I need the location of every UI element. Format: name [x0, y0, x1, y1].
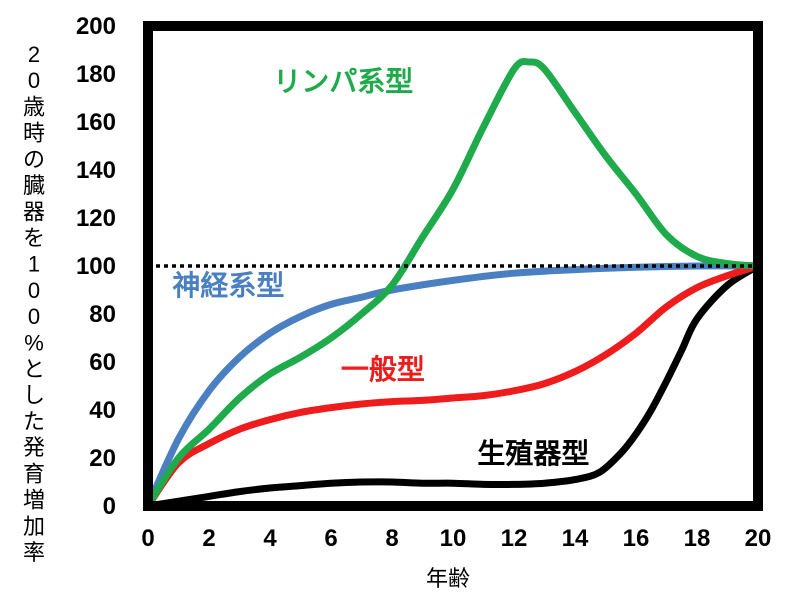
x-tick-label: 4 — [263, 525, 277, 552]
x-axis-title: 年齢 — [426, 566, 470, 591]
y-axis-title-char: 増 — [23, 488, 45, 513]
y-axis-title-char: 2 — [28, 42, 40, 67]
y-tick-label: 20 — [89, 445, 116, 472]
series-label-0: リンパ系型 — [273, 66, 413, 97]
x-tick-label: 0 — [141, 525, 154, 552]
x-tick-label: 2 — [202, 525, 215, 552]
y-tick-label: 140 — [76, 157, 116, 184]
series-line-0 — [144, 57, 762, 510]
y-tick-label: 120 — [76, 205, 116, 232]
y-axis-title-char: の — [23, 147, 45, 172]
x-tick-label: 20 — [745, 525, 772, 552]
y-tick-label: 0 — [103, 493, 116, 520]
y-tick-label: 180 — [76, 61, 116, 88]
x-tick-label: 18 — [684, 525, 711, 552]
x-tick-label: 8 — [385, 525, 398, 552]
y-axis-title-char: % — [24, 330, 44, 355]
y-axis-title-char: と — [23, 357, 45, 382]
y-axis-title-char: 時 — [23, 121, 45, 146]
series-label-3: 生殖器型 — [477, 438, 589, 469]
y-axis-title-char: た — [23, 409, 45, 434]
y-tick-label: 40 — [89, 397, 116, 424]
plot-frame — [143, 21, 763, 511]
series-label-2: 一般型 — [341, 353, 425, 385]
y-axis-title-char: し — [23, 383, 45, 408]
y-axis-title-char: 発 — [23, 435, 45, 460]
series-line-2 — [144, 262, 762, 510]
x-tick-label: 14 — [562, 525, 589, 552]
y-axis-title-char: 歳 — [23, 94, 45, 119]
y-axis-title-char: 臓 — [23, 173, 45, 198]
x-tick-labels: 0 2 4 6 8 10 12 14 16 18 20 — [141, 525, 771, 552]
y-axis-title-char: 加 — [23, 514, 45, 539]
x-tick-label: 16 — [623, 525, 650, 552]
series-lines — [144, 57, 762, 510]
y-tick-label: 200 — [76, 13, 116, 40]
x-tick-label: 6 — [324, 525, 337, 552]
y-tick-label: 100 — [76, 253, 116, 280]
x-tick-label: 12 — [501, 525, 528, 552]
series-line-1 — [144, 262, 762, 510]
x-tick-label: 10 — [440, 525, 467, 552]
series-line-3 — [144, 262, 762, 510]
series-label-1: 神経系型 — [172, 269, 284, 301]
y-axis-title-char: 1 — [28, 252, 40, 277]
y-axis-title-char: 0 — [28, 68, 40, 93]
y-tick-label: 160 — [76, 109, 116, 136]
y-tick-labels: 0 20 40 60 80 100 120 140 160 180 200 — [76, 13, 116, 520]
y-axis-title-char: 0 — [28, 278, 40, 303]
y-axis-title-char: 器 — [23, 199, 45, 224]
y-axis-title-char: を — [23, 225, 45, 250]
y-axis-title-char: 0 — [28, 304, 40, 329]
y-axis-title-char: 育 — [23, 461, 45, 486]
y-axis-title-char: 率 — [23, 540, 45, 565]
y-tick-label: 60 — [89, 349, 116, 376]
y-tick-label: 80 — [89, 301, 116, 328]
